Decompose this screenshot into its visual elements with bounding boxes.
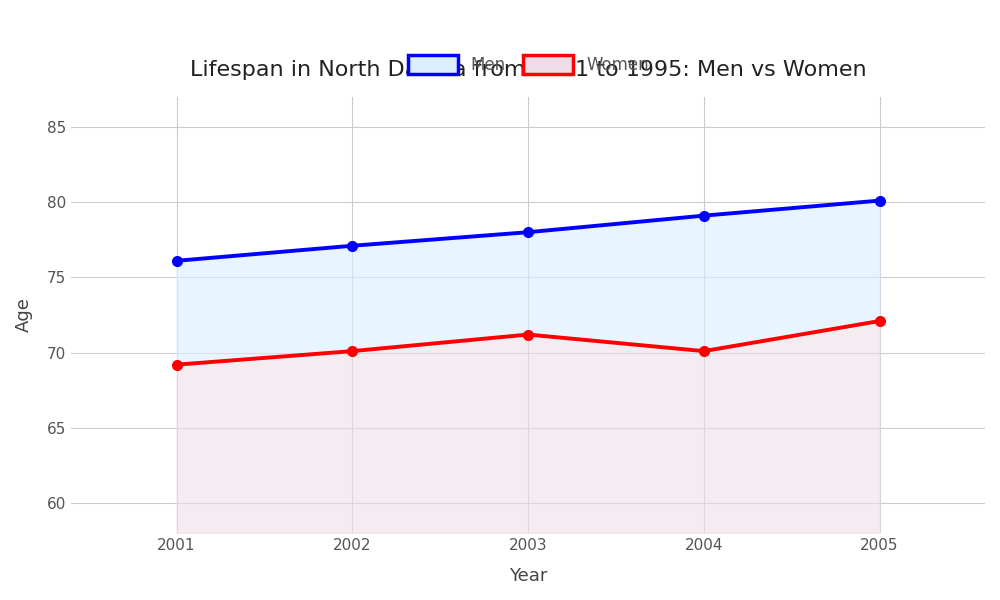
- X-axis label: Year: Year: [509, 567, 547, 585]
- Legend: Men, Women: Men, Women: [401, 49, 655, 81]
- Y-axis label: Age: Age: [15, 298, 33, 332]
- Title: Lifespan in North Dakota from 1961 to 1995: Men vs Women: Lifespan in North Dakota from 1961 to 19…: [190, 60, 866, 80]
